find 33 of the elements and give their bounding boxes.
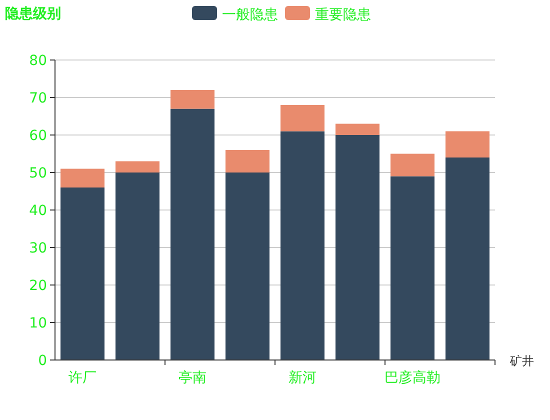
y-tick-label: 0 <box>38 353 47 369</box>
y-tick-label: 20 <box>29 278 47 294</box>
legend-label: 重要隐患 <box>315 7 371 23</box>
bar <box>336 124 380 135</box>
bar <box>170 90 214 109</box>
bar <box>226 172 270 360</box>
bar <box>336 135 380 360</box>
legend-label: 一般隐患 <box>222 7 278 23</box>
bar <box>280 105 324 132</box>
bar <box>390 154 434 176</box>
bar <box>226 150 270 172</box>
y-tick-label: 10 <box>29 316 47 332</box>
x-tick-label: 新河 <box>288 370 316 386</box>
bar <box>170 108 214 360</box>
y-tick-label: 80 <box>29 53 47 69</box>
bar <box>446 131 490 158</box>
bar <box>60 188 104 360</box>
x-tick-label: 许厂 <box>68 370 96 386</box>
bar <box>116 172 160 360</box>
bar <box>446 158 490 360</box>
y-tick-label: 40 <box>29 203 47 219</box>
bar <box>390 176 434 360</box>
x-axis-title: 矿井 <box>509 354 534 368</box>
x-tick-label: 巴彦高勒 <box>384 370 440 386</box>
x-tick-label: 亭南 <box>178 370 206 386</box>
y-tick-label: 70 <box>29 90 47 106</box>
bar <box>60 168 104 188</box>
bar <box>280 131 324 360</box>
bar <box>116 161 160 172</box>
y-tick-label: 30 <box>29 240 47 256</box>
chart-title: 隐患级别 <box>5 6 61 22</box>
y-tick-label: 60 <box>29 128 47 144</box>
y-tick-label: 50 <box>29 166 47 182</box>
